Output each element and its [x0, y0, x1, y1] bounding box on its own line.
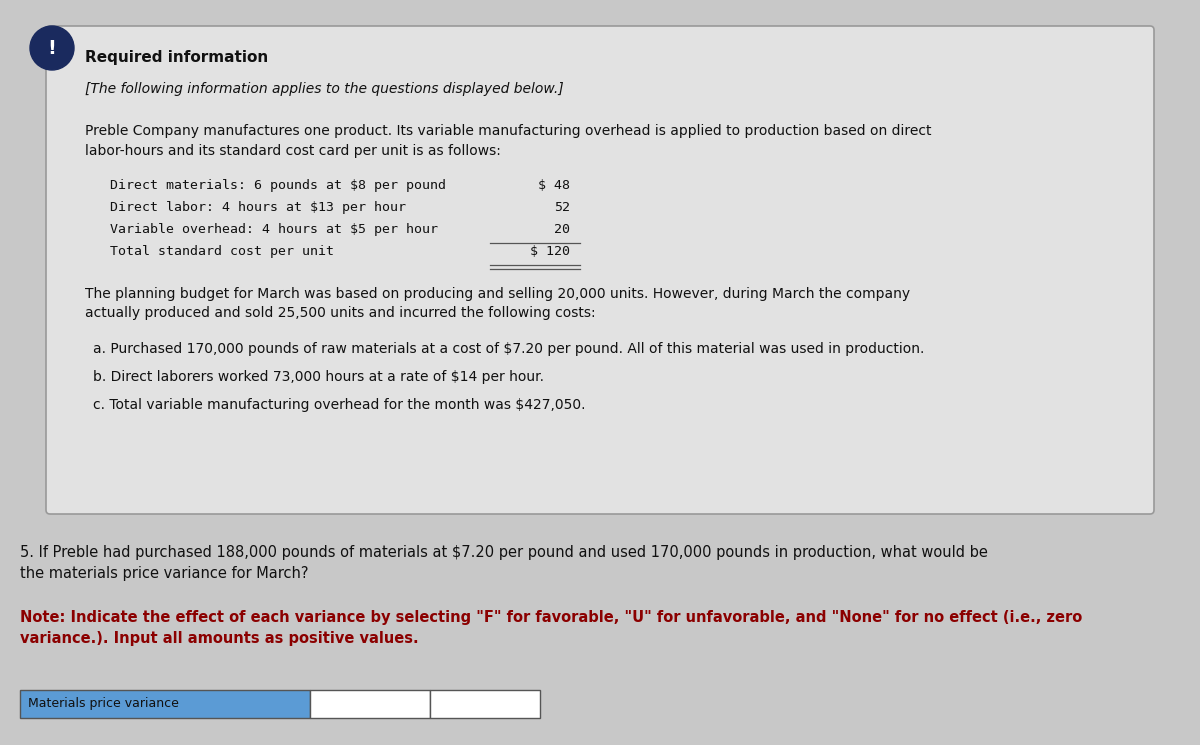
Text: Direct materials: 6 pounds at $8 per pound: Direct materials: 6 pounds at $8 per pou…	[110, 179, 446, 192]
Text: $ 48: $ 48	[538, 179, 570, 192]
Circle shape	[30, 26, 74, 70]
Text: Note: Indicate the effect of each variance by selecting "F" for favorable, "U" f: Note: Indicate the effect of each varian…	[20, 610, 1082, 646]
Text: Preble Company manufactures one product. Its variable manufacturing overhead is : Preble Company manufactures one product.…	[85, 124, 931, 157]
Text: Variable overhead: 4 hours at $5 per hour: Variable overhead: 4 hours at $5 per hou…	[110, 223, 438, 236]
Text: The planning budget for March was based on producing and selling 20,000 units. H: The planning budget for March was based …	[85, 287, 910, 320]
Text: Required information: Required information	[85, 50, 269, 65]
Text: Direct labor: 4 hours at $13 per hour: Direct labor: 4 hours at $13 per hour	[110, 201, 406, 214]
Text: a. Purchased 170,000 pounds of raw materials at a cost of $7.20 per pound. All o: a. Purchased 170,000 pounds of raw mater…	[94, 342, 924, 356]
FancyBboxPatch shape	[310, 690, 430, 718]
Text: Materials price variance: Materials price variance	[28, 697, 179, 711]
Text: Total standard cost per unit: Total standard cost per unit	[110, 245, 334, 258]
Text: 20: 20	[554, 223, 570, 236]
Text: c. Total variable manufacturing overhead for the month was $427,050.: c. Total variable manufacturing overhead…	[94, 398, 586, 412]
Text: $ 120: $ 120	[530, 245, 570, 258]
Text: 52: 52	[554, 201, 570, 214]
Text: [The following information applies to the questions displayed below.]: [The following information applies to th…	[85, 82, 564, 96]
FancyBboxPatch shape	[430, 690, 540, 718]
Text: 5. If Preble had purchased 188,000 pounds of materials at $7.20 per pound and us: 5. If Preble had purchased 188,000 pound…	[20, 545, 988, 581]
FancyBboxPatch shape	[20, 690, 310, 718]
Text: !: !	[48, 39, 56, 57]
FancyBboxPatch shape	[46, 26, 1154, 514]
Text: b. Direct laborers worked 73,000 hours at a rate of $14 per hour.: b. Direct laborers worked 73,000 hours a…	[94, 370, 544, 384]
